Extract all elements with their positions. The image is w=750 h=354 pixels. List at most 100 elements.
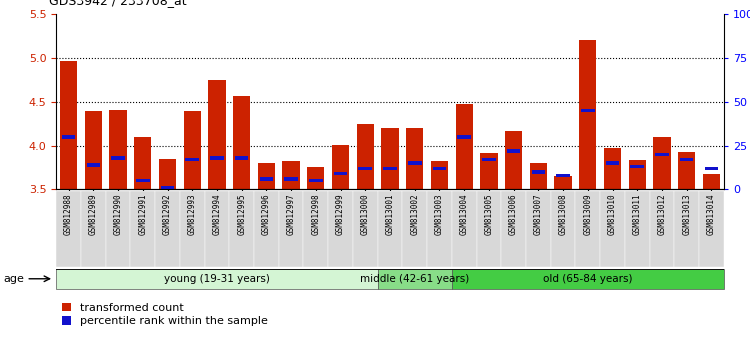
Bar xyxy=(678,152,695,189)
Bar xyxy=(550,191,575,267)
Bar xyxy=(304,191,328,267)
Text: GSM813007: GSM813007 xyxy=(534,193,543,235)
Bar xyxy=(680,158,694,161)
Bar xyxy=(308,167,325,189)
Bar xyxy=(650,191,674,267)
Text: GSM812989: GSM812989 xyxy=(88,193,98,235)
Bar xyxy=(209,80,226,189)
Bar xyxy=(155,191,180,267)
Text: GSM812990: GSM812990 xyxy=(113,193,122,235)
Bar xyxy=(532,170,545,173)
Text: GSM813014: GSM813014 xyxy=(707,193,716,235)
Bar xyxy=(62,135,76,138)
Bar xyxy=(554,176,572,189)
Bar xyxy=(402,191,427,267)
Text: GSM812995: GSM812995 xyxy=(237,193,246,235)
Text: old (65-84 years): old (65-84 years) xyxy=(543,274,632,284)
Bar xyxy=(625,191,650,267)
Bar xyxy=(507,149,520,153)
Text: GSM813004: GSM813004 xyxy=(460,193,469,235)
Text: GSM813012: GSM813012 xyxy=(658,193,667,235)
Text: GSM812994: GSM812994 xyxy=(212,193,221,235)
Bar xyxy=(110,110,127,189)
Text: GSM812993: GSM812993 xyxy=(188,193,196,235)
Bar xyxy=(530,163,547,189)
Bar xyxy=(427,191,451,267)
Bar xyxy=(185,158,199,161)
Text: GSM813005: GSM813005 xyxy=(484,193,494,235)
Bar xyxy=(353,191,378,267)
Bar xyxy=(458,135,471,138)
Bar xyxy=(136,179,149,182)
Text: GSM812999: GSM812999 xyxy=(336,193,345,235)
Text: GSM813000: GSM813000 xyxy=(361,193,370,235)
Bar xyxy=(205,191,230,267)
Bar xyxy=(180,191,205,267)
Bar xyxy=(56,191,81,267)
Bar xyxy=(452,269,724,289)
Bar xyxy=(579,40,596,189)
Bar xyxy=(455,103,472,189)
Bar xyxy=(111,156,125,160)
Text: GSM813009: GSM813009 xyxy=(584,193,592,235)
Text: GSM813003: GSM813003 xyxy=(435,193,444,235)
Bar xyxy=(433,167,446,170)
Bar xyxy=(556,173,570,177)
Bar xyxy=(130,191,155,267)
Text: GSM812998: GSM812998 xyxy=(311,193,320,235)
Bar xyxy=(81,191,106,267)
Text: young (19-31 years): young (19-31 years) xyxy=(164,274,270,284)
Bar xyxy=(85,110,102,189)
Bar xyxy=(334,172,347,175)
Bar xyxy=(600,191,625,267)
Bar xyxy=(56,269,378,289)
Bar xyxy=(260,177,273,181)
Text: age: age xyxy=(4,274,25,284)
Bar xyxy=(674,191,699,267)
Bar xyxy=(134,137,152,189)
Bar xyxy=(106,191,130,267)
Text: GSM813010: GSM813010 xyxy=(608,193,617,235)
Bar xyxy=(358,167,372,170)
Bar xyxy=(279,191,304,267)
Bar xyxy=(476,191,501,267)
Bar xyxy=(309,179,322,182)
Bar xyxy=(328,191,353,267)
Text: GSM813008: GSM813008 xyxy=(559,193,568,235)
Bar xyxy=(704,167,718,170)
Bar xyxy=(86,163,100,167)
Text: GSM813006: GSM813006 xyxy=(509,193,518,235)
Bar xyxy=(210,156,224,160)
Bar xyxy=(656,153,669,156)
Bar xyxy=(575,191,600,267)
Bar xyxy=(184,110,201,189)
Bar xyxy=(284,177,298,181)
Bar xyxy=(60,61,77,189)
Text: GSM813013: GSM813013 xyxy=(682,193,692,235)
Bar xyxy=(233,96,250,189)
Bar xyxy=(160,186,174,189)
Bar xyxy=(357,124,374,189)
Bar xyxy=(501,191,526,267)
Bar xyxy=(230,191,254,267)
Bar xyxy=(505,131,522,189)
Bar xyxy=(159,159,176,189)
Bar xyxy=(378,191,402,267)
Bar xyxy=(703,173,720,189)
Text: GSM812997: GSM812997 xyxy=(286,193,296,235)
Bar xyxy=(699,191,724,267)
Bar xyxy=(452,191,476,267)
Text: GSM812996: GSM812996 xyxy=(262,193,271,235)
Bar xyxy=(254,191,279,267)
Bar xyxy=(332,145,350,189)
Bar xyxy=(581,109,595,112)
Bar xyxy=(378,269,452,289)
Bar xyxy=(408,161,422,165)
Text: GSM812991: GSM812991 xyxy=(138,193,147,235)
Text: GDS3942 / 233708_at: GDS3942 / 233708_at xyxy=(49,0,186,7)
Bar xyxy=(480,153,497,189)
Bar xyxy=(604,148,621,189)
Bar xyxy=(653,137,670,189)
Text: GSM812988: GSM812988 xyxy=(64,193,73,235)
Bar xyxy=(631,165,644,169)
